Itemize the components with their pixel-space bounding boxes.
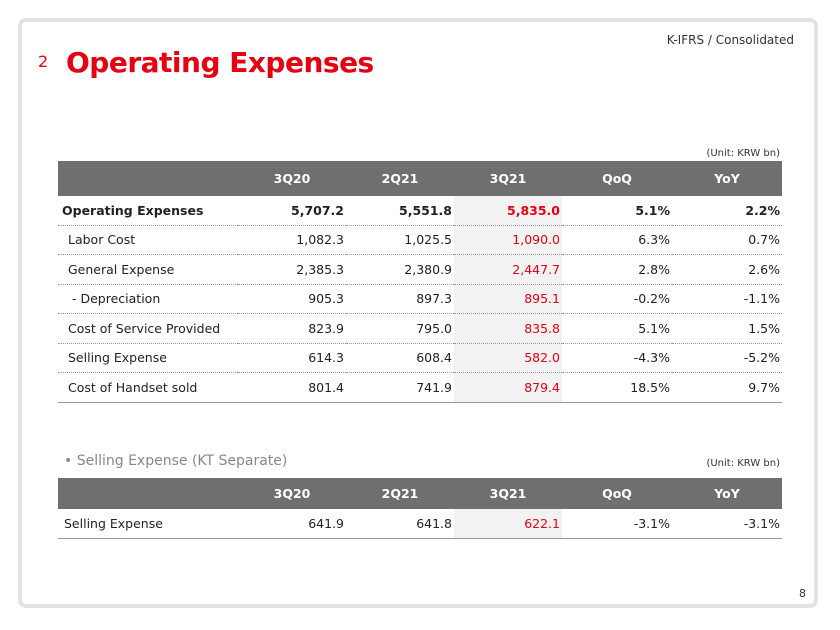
page-number: 8	[799, 587, 806, 600]
table-row: Cost of Handset sold 801.4 741.9 879.4 1…	[58, 372, 782, 403]
table-cell: -3.1%	[562, 509, 672, 539]
section-number: 2	[38, 52, 49, 71]
table-row: Cost of Service Provided 823.9 795.0 835…	[58, 313, 782, 344]
reporting-basis-note: K-IFRS / Consolidated	[666, 33, 794, 47]
column-header: YoY	[672, 478, 782, 509]
table-cell-highlight: 582.0	[454, 343, 562, 373]
table-cell: 608.4	[346, 343, 454, 373]
table-cell: 2,380.9	[346, 254, 454, 285]
table-cell: 905.3	[238, 284, 346, 314]
table-cell: 9.7%	[672, 372, 782, 403]
column-header: 2Q21	[346, 478, 454, 509]
table-cell: 641.9	[238, 509, 346, 539]
table-cell: 18.5%	[562, 372, 672, 403]
row-label: Operating Expenses	[58, 196, 238, 226]
table-cell: 2.6%	[672, 254, 782, 285]
table-row: Operating Expenses 5,707.2 5,551.8 5,835…	[58, 196, 782, 226]
column-header: 3Q20	[238, 478, 346, 509]
column-header: QoQ	[562, 161, 672, 196]
table-cell: 1,025.5	[346, 225, 454, 255]
table-cell-highlight: 835.8	[454, 313, 562, 344]
table-cell: 5.1%	[562, 196, 672, 226]
table1-unit-label: (Unit: KRW bn)	[706, 148, 780, 159]
table-cell-highlight: 895.1	[454, 284, 562, 314]
table-cell: 897.3	[346, 284, 454, 314]
column-header: 3Q21	[454, 161, 562, 196]
table-cell: 1,082.3	[238, 225, 346, 255]
table-row: Labor Cost 1,082.3 1,025.5 1,090.0 6.3% …	[58, 225, 782, 255]
column-header: 3Q20	[238, 161, 346, 196]
table-cell: -4.3%	[562, 343, 672, 373]
table-row: General Expense 2,385.3 2,380.9 2,447.7 …	[58, 254, 782, 285]
table-cell: 2.2%	[672, 196, 782, 226]
table-cell-highlight: 622.1	[454, 509, 562, 539]
table-cell: 795.0	[346, 313, 454, 344]
table-cell: 801.4	[238, 372, 346, 403]
column-header	[58, 478, 238, 509]
table-cell: -1.1%	[672, 284, 782, 314]
row-label: Selling Expense	[58, 343, 238, 373]
column-header: 3Q21	[454, 478, 562, 509]
table-cell: 6.3%	[562, 225, 672, 255]
table-cell-highlight: 2,447.7	[454, 254, 562, 285]
table-cell: -3.1%	[672, 509, 782, 539]
row-label: Cost of Service Provided	[58, 313, 238, 344]
row-label: Selling Expense	[58, 509, 238, 539]
table-cell: -5.2%	[672, 343, 782, 373]
row-label: Cost of Handset sold	[58, 372, 238, 403]
table-cell: 641.8	[346, 509, 454, 539]
table-row: Selling Expense 614.3 608.4 582.0 -4.3% …	[58, 343, 782, 373]
page-title: Operating Expenses	[66, 46, 374, 79]
column-header: 2Q21	[346, 161, 454, 196]
table-row: - Depreciation 905.3 897.3 895.1 -0.2% -…	[58, 284, 782, 314]
table-header-row: 3Q20 2Q21 3Q21 QoQ YoY	[58, 478, 782, 509]
operating-expenses-table: 3Q20 2Q21 3Q21 QoQ YoY Operating Expense…	[58, 161, 782, 403]
table-cell: 1.5%	[672, 313, 782, 344]
table-cell: 2.8%	[562, 254, 672, 285]
table-cell-highlight: 5,835.0	[454, 196, 562, 226]
column-header: QoQ	[562, 478, 672, 509]
table-cell: 823.9	[238, 313, 346, 344]
table2-unit-label: (Unit: KRW bn)	[706, 458, 780, 469]
table-cell: 614.3	[238, 343, 346, 373]
table-cell: -0.2%	[562, 284, 672, 314]
row-label: Labor Cost	[58, 225, 238, 255]
row-label: - Depreciation	[58, 284, 238, 314]
table-cell: 5,551.8	[346, 196, 454, 226]
table-cell: 2,385.3	[238, 254, 346, 285]
table-row: Selling Expense 641.9 641.8 622.1 -3.1% …	[58, 509, 782, 539]
table-cell: 741.9	[346, 372, 454, 403]
table-cell-highlight: 879.4	[454, 372, 562, 403]
selling-expense-separate-table: 3Q20 2Q21 3Q21 QoQ YoY Selling Expense 6…	[58, 478, 782, 539]
selling-expense-subheading: • Selling Expense (KT Separate)	[64, 453, 288, 469]
column-header	[58, 161, 238, 196]
table-cell: 5,707.2	[238, 196, 346, 226]
row-label: General Expense	[58, 254, 238, 285]
table-cell: 0.7%	[672, 225, 782, 255]
column-header: YoY	[672, 161, 782, 196]
table-header-row: 3Q20 2Q21 3Q21 QoQ YoY	[58, 161, 782, 196]
table-cell-highlight: 1,090.0	[454, 225, 562, 255]
table-cell: 5.1%	[562, 313, 672, 344]
